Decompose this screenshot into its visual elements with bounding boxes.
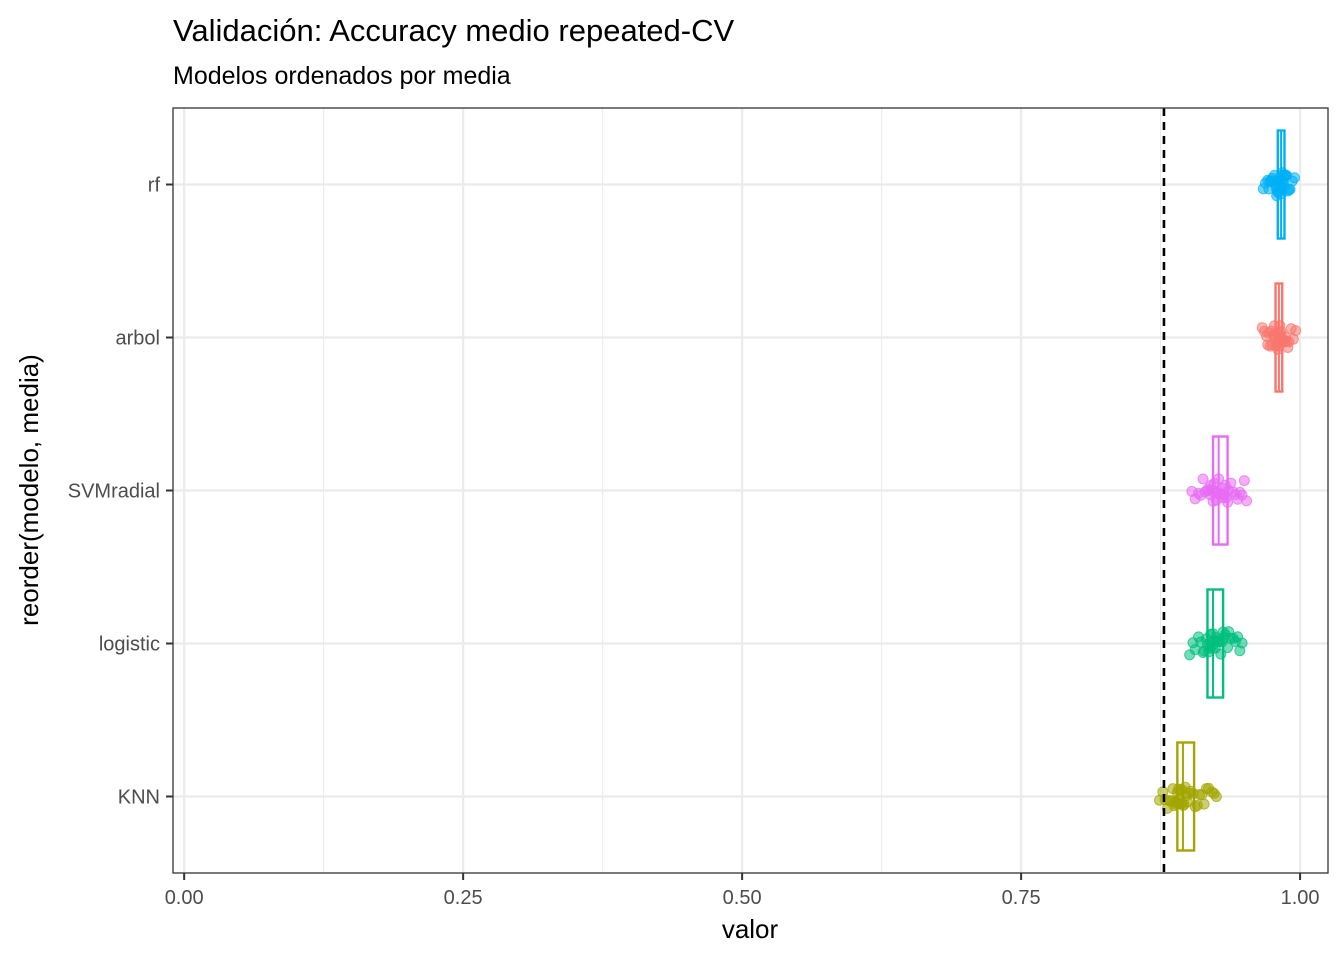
y-tick-label: logistic: [99, 634, 160, 656]
jitter-point: [1197, 473, 1209, 485]
x-axis-title: valor: [722, 914, 779, 944]
y-tick-label: KNN: [118, 787, 160, 809]
jitter-point: [1215, 648, 1227, 660]
chart-subtitle: Modelos ordenados por media: [173, 62, 511, 90]
x-tick-label: 1.00: [1281, 887, 1320, 909]
y-tick-label: arbol: [116, 328, 160, 350]
x-axis: 0.00 0.25 0.50 0.75 1.00: [165, 873, 1320, 909]
y-tick-label: rf: [148, 175, 161, 197]
jitter-point: [1238, 475, 1250, 487]
series-logistic: [1184, 588, 1248, 699]
series-rf: [1257, 129, 1301, 240]
series-svmradial: [1186, 435, 1253, 546]
data-marks: [1153, 129, 1302, 852]
jitter-point: [1210, 791, 1222, 803]
x-tick-label: 0.25: [444, 887, 483, 909]
jitter-point: [1225, 477, 1237, 489]
jitter-point: [1290, 325, 1302, 337]
y-axis: KNN logistic SVMradial arbol rf: [68, 175, 173, 809]
jitter-point: [1198, 798, 1210, 810]
jitter-point: [1241, 495, 1253, 507]
plot-panel: [172, 107, 1329, 874]
x-tick-label: 0.00: [165, 887, 204, 909]
jitter-point: [1222, 496, 1234, 508]
jitter-point: [1236, 637, 1248, 649]
chart-title: Validación: Accuracy medio repeated-CV: [173, 13, 734, 48]
jitter-point: [1289, 172, 1301, 184]
y-axis-title: reorder(modelo, media): [14, 354, 44, 626]
x-tick-label: 0.75: [1002, 887, 1041, 909]
grid-lines: [173, 108, 1328, 873]
y-tick-label: SVMradial: [68, 481, 160, 503]
series-arbol: [1256, 282, 1302, 393]
x-tick-label: 0.50: [723, 887, 762, 909]
series-knn: [1153, 741, 1222, 852]
